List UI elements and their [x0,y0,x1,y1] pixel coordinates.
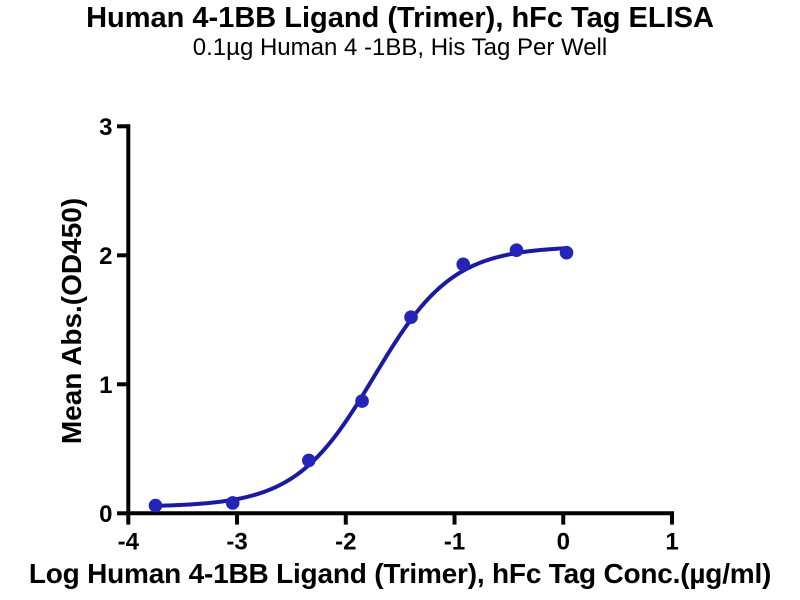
x-tick-label: -2 [335,529,356,556]
y-tick-label: 0 [99,501,112,528]
x-tick-label: -1 [444,529,465,556]
axis-line [126,124,674,516]
y-tick-label: 3 [99,114,112,141]
x-axis-title: Log Human 4-1BB Ligand (Trimer), hFc Tag… [28,558,772,589]
data-point [456,257,471,272]
data-point [355,394,369,408]
data-point [509,243,524,257]
data-point [225,496,240,510]
data-point [302,453,316,468]
y-tick-label: 1 [99,372,112,399]
data-point [559,245,574,260]
x-tick-label: 1 [665,529,678,556]
data-point [148,498,163,513]
y-tick-label: 2 [99,243,112,270]
chart-title: Human 4-1BB Ligand (Trimer), hFc Tag ELI… [86,2,714,34]
data-point [404,310,418,325]
fit-curve [153,246,569,508]
x-tick-label: -3 [226,529,247,556]
chart-subtitle: 0.1µg Human 4 -1BB, His Tag Per Well [192,34,608,61]
x-tick-label: 0 [557,529,570,556]
x-tick-label: -4 [118,529,140,556]
